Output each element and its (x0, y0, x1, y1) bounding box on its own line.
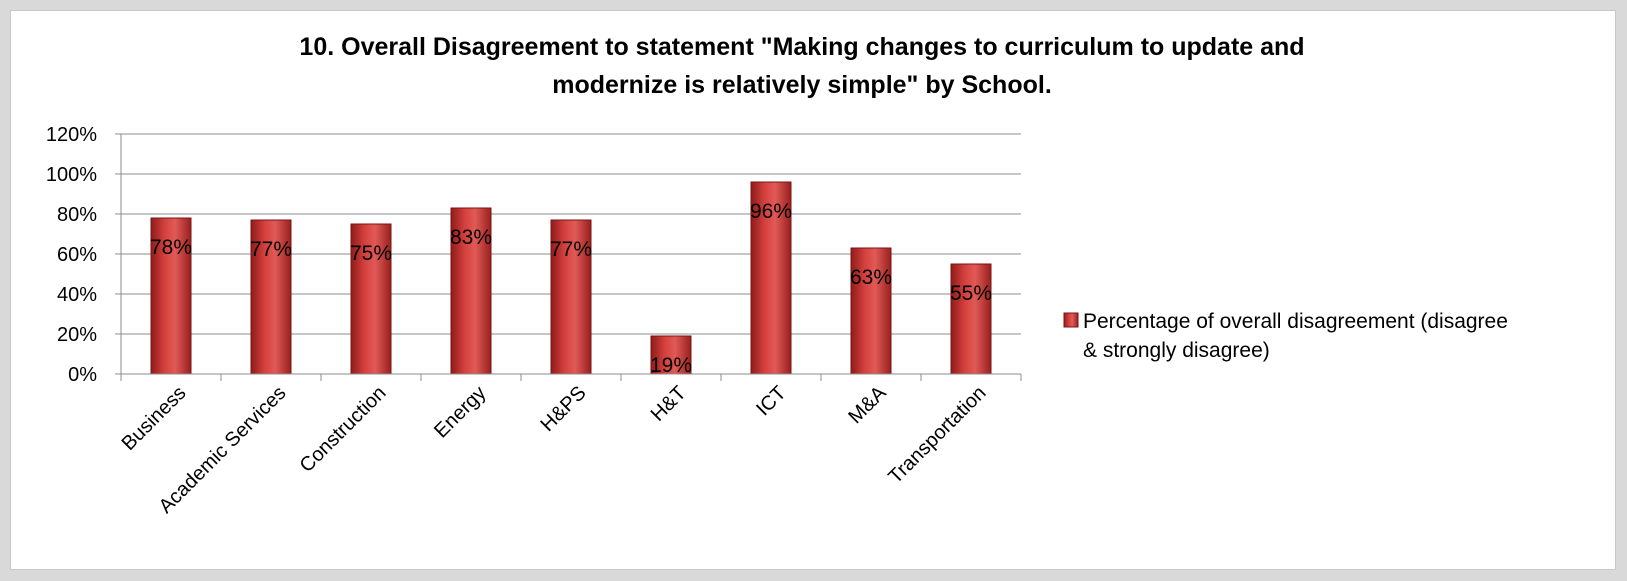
y-tick-label: 120% (46, 124, 97, 146)
bars (150, 181, 992, 375)
y-tick-label: 60% (57, 244, 97, 266)
legend: Percentage of overall disagreement (disa… (1063, 310, 1508, 362)
chart-frame: 10. Overall Disagreement to statement "M… (10, 10, 1616, 570)
bar-chart: 10. Overall Disagreement to statement "M… (46, 33, 1508, 518)
x-category-label: M&A (844, 382, 891, 429)
x-category-label: Transportation (884, 382, 990, 488)
bar (950, 263, 992, 375)
bar (850, 247, 892, 375)
legend-label-line-2: & strongly disagree) (1083, 339, 1270, 362)
y-tick-label: 40% (57, 284, 97, 306)
x-category-label: H&PS (536, 382, 590, 436)
x-category-label: Energy (430, 382, 490, 442)
data-label: 77% (550, 238, 592, 261)
legend-swatch (1063, 312, 1079, 328)
y-tick-label: 0% (68, 364, 97, 386)
bar (750, 181, 792, 375)
legend-label-line-1: Percentage of overall disagreement (disa… (1083, 310, 1508, 333)
data-label: 78% (150, 236, 192, 259)
y-axis-tick-labels: 0% 20% 40% 60% 80% 100% 120% (46, 124, 97, 386)
data-label: 96% (750, 200, 792, 223)
data-label: 75% (350, 242, 392, 265)
bar (350, 223, 392, 375)
y-tick-label: 80% (57, 204, 97, 226)
data-label: 63% (850, 266, 892, 289)
bar (150, 217, 192, 375)
axes (120, 134, 1022, 381)
x-category-label: H&T (647, 382, 691, 426)
bar (550, 219, 592, 375)
y-tick-label: 20% (57, 324, 97, 346)
chart-title-line-2: modernize is relatively simple" by Schoo… (552, 71, 1052, 99)
data-label: 77% (250, 238, 292, 261)
y-tick-label: 100% (46, 164, 97, 186)
x-category-label: ICT (752, 382, 790, 420)
x-category-label: Construction (296, 382, 391, 477)
data-labels: 78% 77% 75% 83% 77% 19% 96% 63% 55% (150, 200, 992, 377)
x-category-label: Business (118, 382, 191, 455)
data-label: 55% (950, 282, 992, 305)
chart-title: 10. Overall Disagreement to statement "M… (299, 33, 1304, 99)
data-label: 19% (650, 354, 692, 377)
data-label: 83% (450, 226, 492, 249)
chart-title-line-1: 10. Overall Disagreement to statement "M… (299, 33, 1304, 61)
